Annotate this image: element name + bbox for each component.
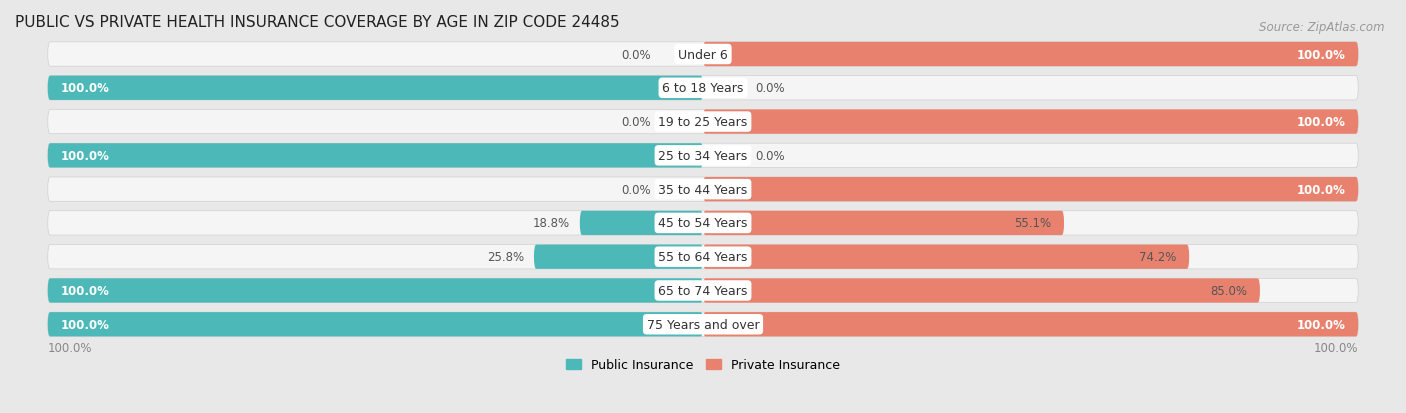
FancyBboxPatch shape <box>703 43 1358 67</box>
Text: 100.0%: 100.0% <box>1296 48 1346 62</box>
FancyBboxPatch shape <box>48 76 703 101</box>
Text: 74.2%: 74.2% <box>1139 251 1175 263</box>
Text: 25.8%: 25.8% <box>486 251 524 263</box>
Text: 55 to 64 Years: 55 to 64 Years <box>658 251 748 263</box>
Text: 100.0%: 100.0% <box>1296 116 1346 129</box>
FancyBboxPatch shape <box>703 211 1064 235</box>
Text: 0.0%: 0.0% <box>755 150 785 162</box>
FancyBboxPatch shape <box>48 110 1358 134</box>
Text: 100.0%: 100.0% <box>1313 341 1358 354</box>
FancyBboxPatch shape <box>48 43 1358 67</box>
FancyBboxPatch shape <box>703 178 1358 202</box>
Text: 0.0%: 0.0% <box>621 116 651 129</box>
FancyBboxPatch shape <box>48 144 1358 168</box>
FancyBboxPatch shape <box>534 245 703 269</box>
Text: 100.0%: 100.0% <box>48 341 93 354</box>
FancyBboxPatch shape <box>48 211 1358 235</box>
FancyBboxPatch shape <box>48 279 1358 303</box>
Text: Under 6: Under 6 <box>678 48 728 62</box>
Text: PUBLIC VS PRIVATE HEALTH INSURANCE COVERAGE BY AGE IN ZIP CODE 24485: PUBLIC VS PRIVATE HEALTH INSURANCE COVER… <box>15 15 620 30</box>
Text: 100.0%: 100.0% <box>1296 318 1346 331</box>
Text: 100.0%: 100.0% <box>60 82 110 95</box>
Text: 85.0%: 85.0% <box>1209 284 1247 297</box>
FancyBboxPatch shape <box>703 245 1189 269</box>
FancyBboxPatch shape <box>48 76 1358 101</box>
FancyBboxPatch shape <box>48 312 1358 337</box>
Text: 55.1%: 55.1% <box>1014 217 1050 230</box>
Text: 100.0%: 100.0% <box>60 284 110 297</box>
Legend: Public Insurance, Private Insurance: Public Insurance, Private Insurance <box>567 358 839 371</box>
FancyBboxPatch shape <box>48 312 703 337</box>
Text: 75 Years and over: 75 Years and over <box>647 318 759 331</box>
FancyBboxPatch shape <box>48 144 703 168</box>
Text: 6 to 18 Years: 6 to 18 Years <box>662 82 744 95</box>
FancyBboxPatch shape <box>48 245 1358 269</box>
Text: 19 to 25 Years: 19 to 25 Years <box>658 116 748 129</box>
Text: 45 to 54 Years: 45 to 54 Years <box>658 217 748 230</box>
FancyBboxPatch shape <box>48 279 703 303</box>
FancyBboxPatch shape <box>579 211 703 235</box>
Text: 0.0%: 0.0% <box>621 48 651 62</box>
Text: 18.8%: 18.8% <box>533 217 569 230</box>
Text: 100.0%: 100.0% <box>1296 183 1346 196</box>
Text: 0.0%: 0.0% <box>621 183 651 196</box>
FancyBboxPatch shape <box>48 178 1358 202</box>
FancyBboxPatch shape <box>703 110 1358 134</box>
Text: 35 to 44 Years: 35 to 44 Years <box>658 183 748 196</box>
Text: 25 to 34 Years: 25 to 34 Years <box>658 150 748 162</box>
Text: 100.0%: 100.0% <box>60 318 110 331</box>
Text: 65 to 74 Years: 65 to 74 Years <box>658 284 748 297</box>
Text: 0.0%: 0.0% <box>755 82 785 95</box>
Text: 100.0%: 100.0% <box>60 150 110 162</box>
FancyBboxPatch shape <box>703 279 1260 303</box>
Text: Source: ZipAtlas.com: Source: ZipAtlas.com <box>1260 21 1385 33</box>
FancyBboxPatch shape <box>703 312 1358 337</box>
